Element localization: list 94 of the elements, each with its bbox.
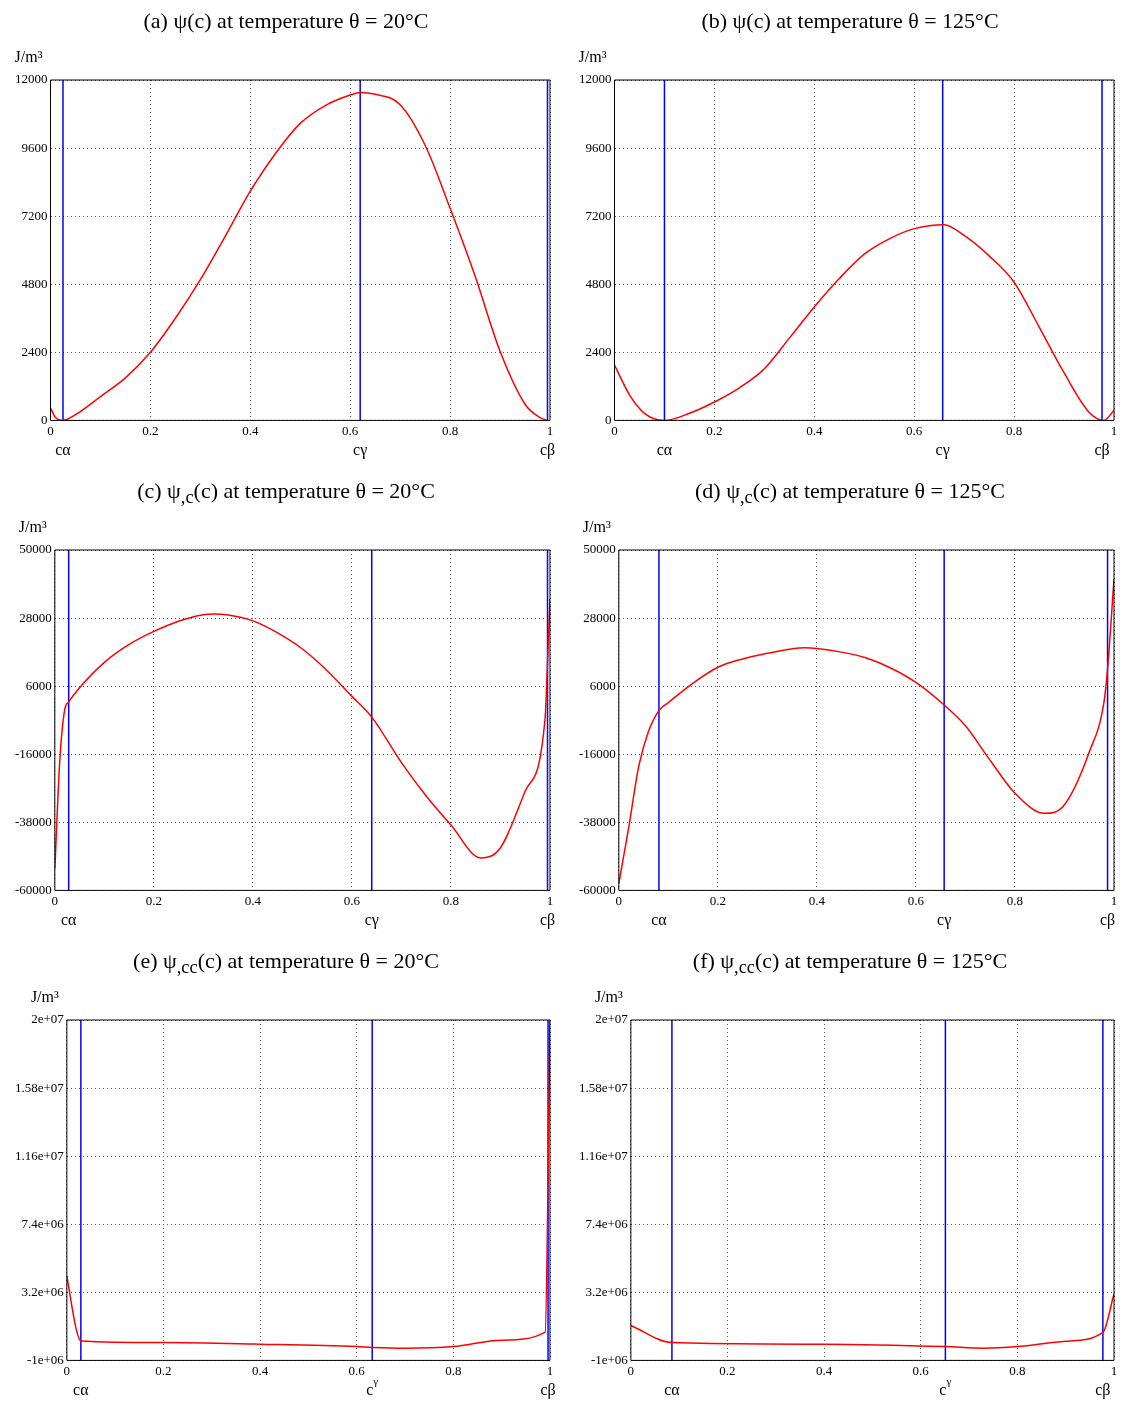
x-tick-label: 0.6 (348, 1362, 366, 1378)
x-tick-label: 0.4 (808, 892, 826, 908)
y-tick-label: 7200 (21, 207, 48, 223)
x-tick-label: 0.4 (806, 422, 823, 438)
y-tick-label: 12000 (15, 71, 48, 87)
y-tick-label: 50000 (583, 541, 616, 557)
y-tick-label: 2400 (585, 343, 612, 359)
y-tick-label: 1.58e+07 (578, 1079, 629, 1095)
y-tick-label: 0 (41, 411, 48, 427)
y-tick-label: 28000 (19, 609, 52, 625)
x-tick-label: 1 (546, 892, 554, 908)
chart-title: (b) ψ(c) at temperature θ = 125°C (700, 8, 1000, 35)
chart-title: (f) ψ$_{,cc}$(c) at temperature θ = 125°C (691, 948, 1009, 980)
y-tick-label: 7200 (585, 207, 612, 223)
y-axis-title: J/m³ (582, 518, 611, 536)
y-tick-label: 1.58e+07 (14, 1079, 65, 1095)
x-tick-label: 0.8 (445, 1362, 462, 1378)
y-axis-title: J/m³ (578, 48, 607, 66)
x-tick-label: 1 (546, 422, 554, 438)
ref-line-label: cα (60, 910, 78, 928)
ref-line-label: cα (73, 1380, 90, 1398)
ref-line-label: cβ (540, 1380, 556, 1399)
x-tick-label: 0.2 (155, 1362, 172, 1378)
x-tick-label: 0.8 (1009, 1362, 1026, 1378)
x-tick-label: 1 (1110, 892, 1118, 908)
chart-title: (a) ψ(c) at temperature θ = 20°C (142, 8, 430, 35)
x-tick-label: 0.8 (1006, 892, 1024, 908)
y-tick-label: 9600 (585, 139, 612, 155)
x-tick-label: 0.4 (242, 422, 259, 438)
y-tick-label: -60000 (14, 881, 52, 897)
y-tick-label: 6000 (589, 677, 616, 693)
y-tick-label: -16000 (14, 745, 52, 761)
y-tick-label: 2e+07 (31, 1011, 65, 1027)
y-tick-label: 6000 (25, 677, 52, 693)
y-tick-label: -38000 (14, 813, 52, 829)
y-axis-title: J/m³ (594, 988, 624, 1006)
ref-line-label: cα (55, 440, 72, 458)
chart-title: (d) ψ$_{,c}$(c) at temperature θ = 125°C (694, 478, 1006, 510)
y-tick-label: 2e+07 (595, 1011, 629, 1027)
y-tick-label: 9600 (21, 139, 48, 155)
ref-line-label: cα (656, 440, 673, 458)
chart-title: (c) ψ$_{,c}$(c) at temperature θ = 20°C (136, 478, 436, 510)
x-tick-label: 0.6 (906, 422, 923, 438)
ref-line-label: cβ (1099, 910, 1116, 929)
y-tick-label: -60000 (578, 881, 616, 897)
x-tick-label: 0.6 (912, 1362, 930, 1378)
y-tick-label: 1.16e+07 (14, 1147, 65, 1163)
y-tick-label: 50000 (19, 541, 52, 557)
y-tick-label: 4800 (585, 275, 612, 291)
y-tick-label: 0 (605, 411, 612, 427)
ref-line-label: cγ (364, 910, 379, 929)
y-tick-label: 7.4e+06 (21, 1215, 65, 1231)
chart-title: (e) ψ$_{,cc}$(c) at temperature θ = 20°C (132, 948, 440, 980)
y-axis-title: J/m³ (14, 48, 43, 66)
ref-line-label: cβ (539, 440, 556, 459)
x-tick-label: 0.4 (251, 1362, 269, 1378)
y-tick-label: 2400 (21, 343, 48, 359)
x-tick-label: 0.2 (142, 422, 159, 438)
x-tick-label: 1 (1110, 422, 1118, 438)
x-tick-label: 0.2 (706, 422, 723, 438)
y-tick-label: -38000 (578, 813, 616, 829)
y-tick-label: 3.2e+06 (585, 1283, 629, 1299)
y-tick-label: -1e+06 (26, 1351, 65, 1367)
x-tick-label: 0.4 (244, 892, 262, 908)
x-tick-label: 0.6 (907, 892, 925, 908)
y-axis-title: J/m³ (30, 988, 60, 1006)
ref-line-label: cβ (539, 910, 556, 929)
x-tick-label: 0.2 (719, 1362, 736, 1378)
y-tick-label: -16000 (578, 745, 616, 761)
x-tick-label: 0.8 (1005, 422, 1023, 438)
ref-line-label: cγ (935, 440, 950, 459)
y-tick-label: 4800 (21, 275, 48, 291)
x-tick-label: 0.6 (343, 892, 361, 908)
ref-line-label: cβ (1094, 440, 1110, 459)
y-tick-label: 1.16e+07 (578, 1147, 629, 1163)
x-tick-label: 0.6 (342, 422, 359, 438)
y-tick-label: 28000 (583, 609, 616, 625)
y-tick-label: 12000 (579, 71, 612, 87)
x-tick-label: 1 (1110, 1362, 1118, 1378)
y-axis-title: J/m³ (18, 518, 47, 536)
y-tick-label: -1e+06 (590, 1351, 629, 1367)
x-tick-label: 0.2 (145, 892, 162, 908)
ref-line-label: cα (664, 1380, 681, 1398)
y-tick-label: 3.2e+06 (21, 1283, 65, 1299)
x-tick-label: 0.4 (815, 1362, 833, 1378)
ref-line-label: cγ (353, 440, 368, 459)
ref-line-label: cγ (937, 910, 952, 929)
x-tick-label: 0.8 (442, 892, 460, 908)
ref-line-label: cα (651, 910, 668, 928)
x-tick-label: 1 (546, 1362, 554, 1378)
ref-line-label: cβ (1095, 1380, 1111, 1399)
x-tick-label: 0.2 (709, 892, 726, 908)
y-tick-label: 7.4e+06 (585, 1215, 629, 1231)
x-tick-label: 0.8 (441, 422, 459, 438)
